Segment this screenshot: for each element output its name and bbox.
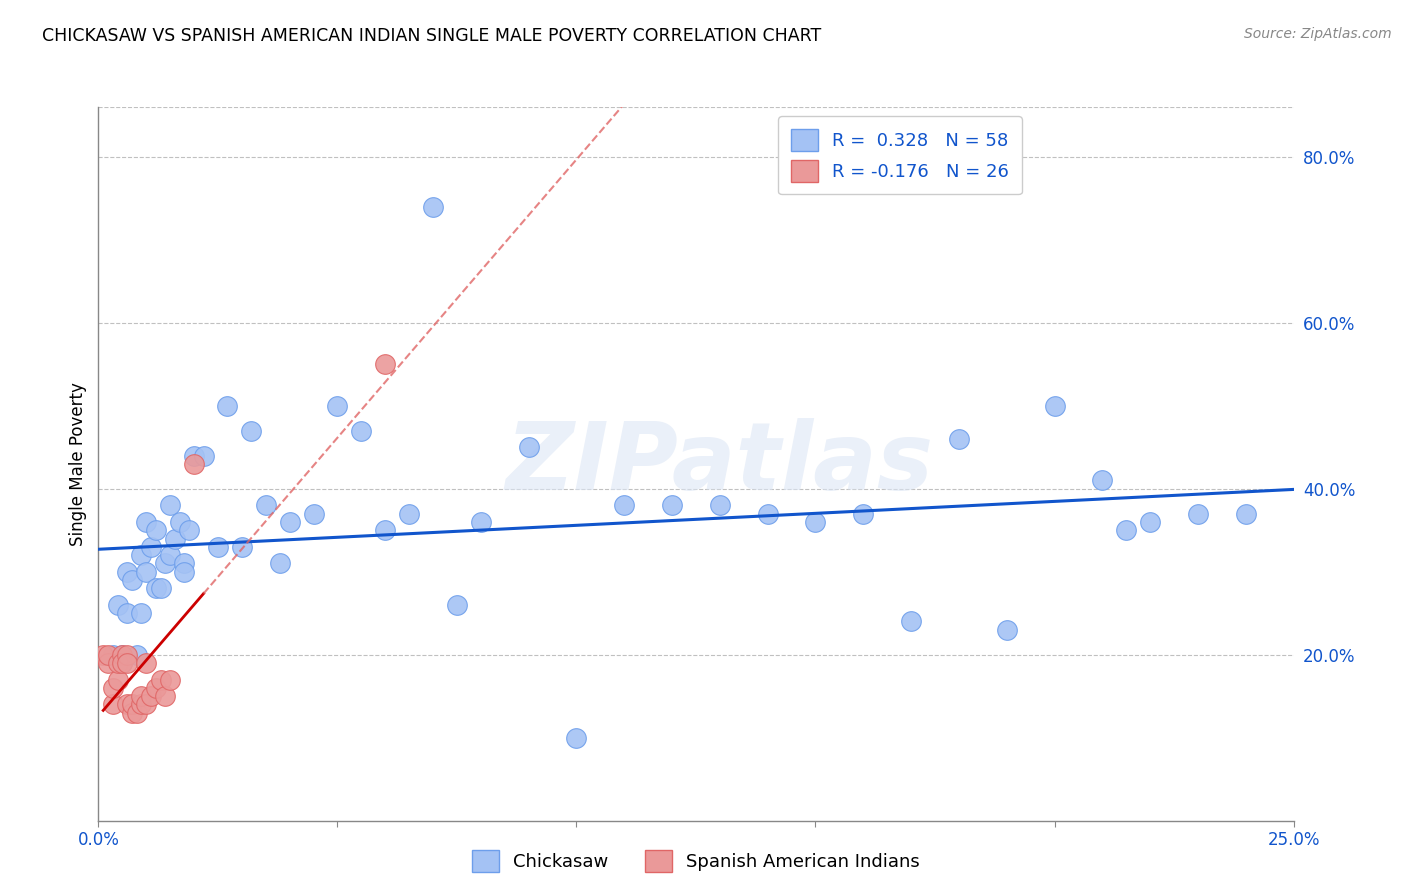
Point	[155, 689, 177, 703]
Point	[398, 507, 420, 521]
Point	[121, 573, 143, 587]
Point	[149, 582, 172, 596]
Point	[183, 457, 205, 471]
Point	[125, 706, 148, 720]
Point	[135, 698, 157, 712]
Point	[173, 565, 195, 579]
Point	[101, 648, 124, 662]
Point	[374, 357, 396, 371]
Text: ZIPatlas: ZIPatlas	[506, 417, 934, 510]
Point	[115, 565, 138, 579]
Point	[91, 648, 114, 662]
Point	[1091, 474, 1114, 488]
Point	[179, 523, 201, 537]
Legend: Chickasaw, Spanish American Indians: Chickasaw, Spanish American Indians	[461, 839, 931, 883]
Point	[115, 698, 138, 712]
Point	[193, 449, 215, 463]
Point	[111, 648, 134, 662]
Point	[159, 499, 181, 513]
Point	[107, 673, 129, 687]
Point	[173, 557, 195, 571]
Text: Source: ZipAtlas.com: Source: ZipAtlas.com	[1244, 27, 1392, 41]
Point	[131, 606, 153, 620]
Point	[709, 499, 731, 513]
Point	[661, 499, 683, 513]
Point	[131, 698, 153, 712]
Point	[155, 557, 177, 571]
Point	[254, 499, 277, 513]
Point	[278, 515, 301, 529]
Point	[131, 689, 153, 703]
Point	[948, 432, 970, 446]
Text: CHICKASAW VS SPANISH AMERICAN INDIAN SINGLE MALE POVERTY CORRELATION CHART: CHICKASAW VS SPANISH AMERICAN INDIAN SIN…	[42, 27, 821, 45]
Point	[135, 565, 157, 579]
Point	[115, 606, 138, 620]
Point	[350, 424, 373, 438]
Point	[145, 582, 167, 596]
Point	[613, 499, 636, 513]
Point	[374, 523, 396, 537]
Point	[207, 540, 229, 554]
Point	[97, 656, 120, 670]
Point	[900, 615, 922, 629]
Point	[1043, 399, 1066, 413]
Y-axis label: Single Male Poverty: Single Male Poverty	[69, 382, 87, 546]
Point	[422, 200, 444, 214]
Point	[446, 598, 468, 612]
Point	[517, 440, 540, 454]
Point	[159, 548, 181, 562]
Point	[183, 449, 205, 463]
Point	[169, 515, 191, 529]
Point	[101, 681, 124, 695]
Point	[217, 399, 239, 413]
Point	[326, 399, 349, 413]
Point	[121, 698, 143, 712]
Point	[302, 507, 325, 521]
Point	[111, 656, 134, 670]
Point	[995, 623, 1018, 637]
Point	[115, 648, 138, 662]
Point	[145, 523, 167, 537]
Point	[97, 648, 120, 662]
Point	[231, 540, 253, 554]
Point	[163, 532, 186, 546]
Point	[852, 507, 875, 521]
Point	[139, 689, 162, 703]
Point	[804, 515, 827, 529]
Point	[139, 540, 162, 554]
Point	[111, 648, 134, 662]
Point	[125, 648, 148, 662]
Point	[135, 515, 157, 529]
Point	[565, 731, 588, 745]
Point	[1139, 515, 1161, 529]
Point	[269, 557, 291, 571]
Point	[111, 656, 134, 670]
Point	[135, 656, 157, 670]
Point	[131, 548, 153, 562]
Point	[1187, 507, 1209, 521]
Point	[1234, 507, 1257, 521]
Point	[115, 656, 138, 670]
Point	[101, 698, 124, 712]
Point	[149, 673, 172, 687]
Point	[159, 673, 181, 687]
Point	[107, 598, 129, 612]
Point	[145, 681, 167, 695]
Point	[240, 424, 263, 438]
Point	[756, 507, 779, 521]
Point	[470, 515, 492, 529]
Point	[107, 656, 129, 670]
Point	[1115, 523, 1137, 537]
Point	[121, 706, 143, 720]
